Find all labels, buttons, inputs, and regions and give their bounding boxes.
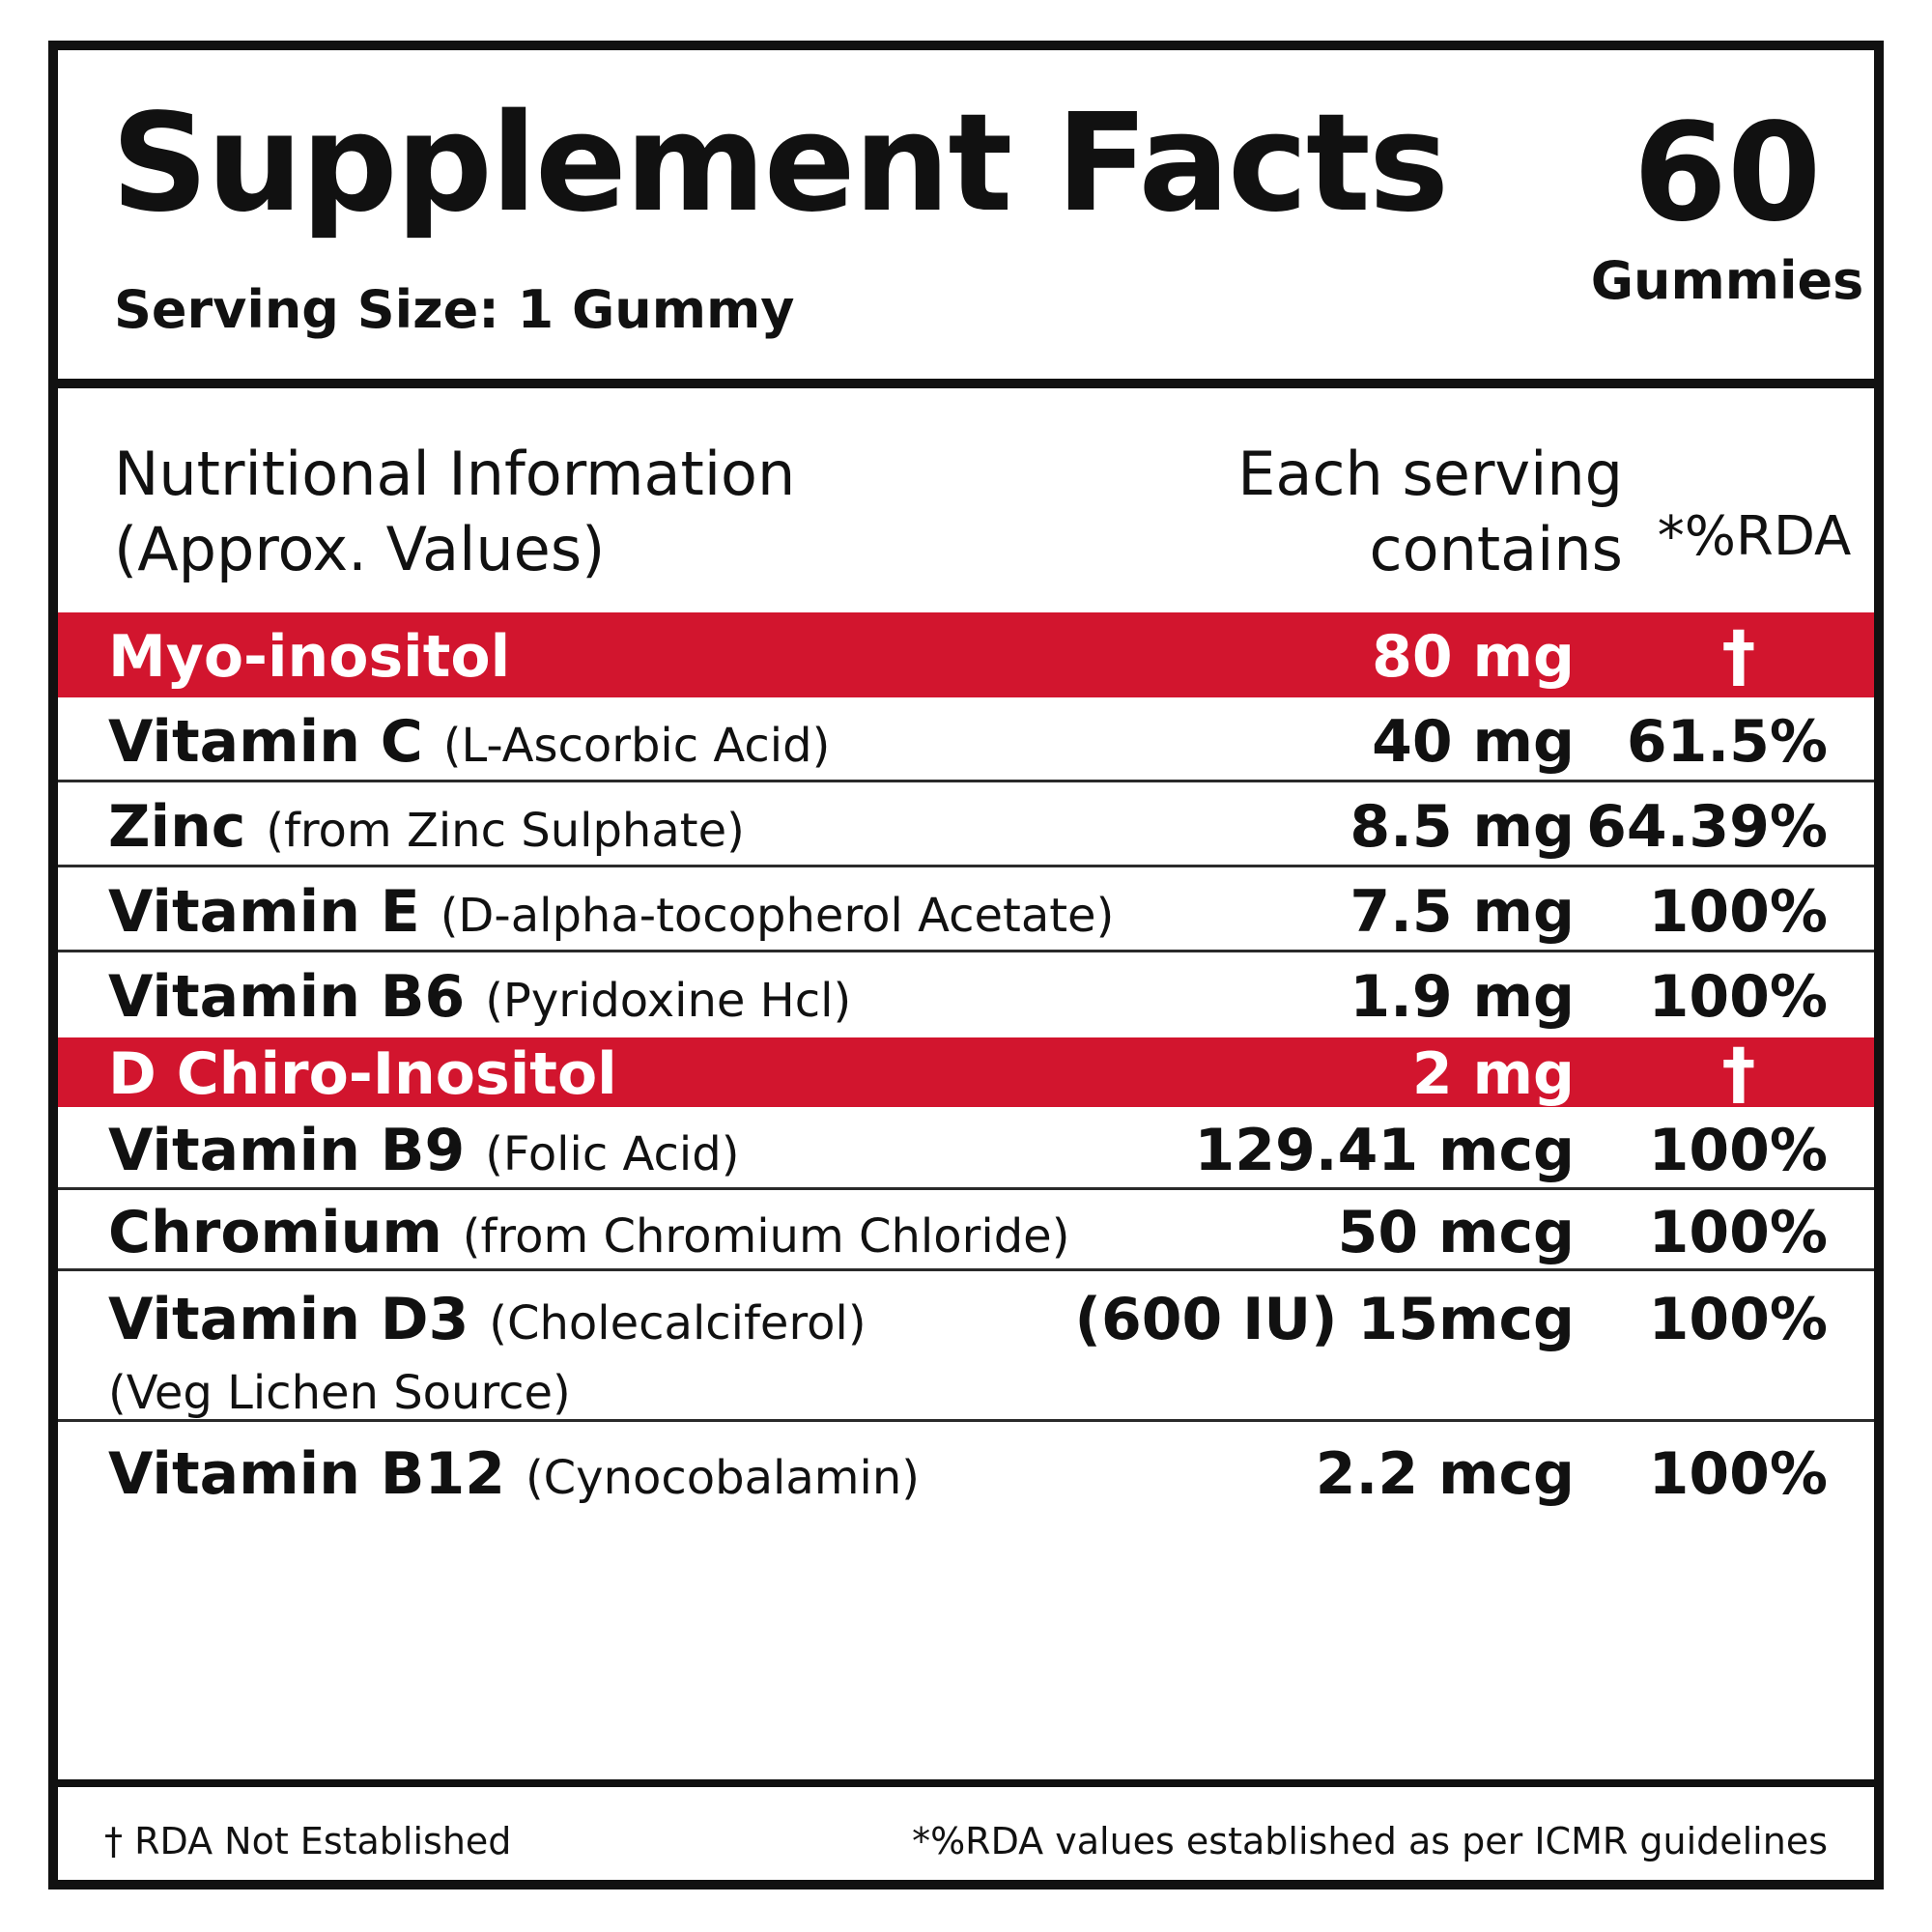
footnote-icmr: *%RDA values established as per ICMR gui…: [912, 1820, 1828, 1862]
supplement-facts-panel: Supplement Facts Serving Size: 1 Gummy 6…: [48, 41, 1884, 1889]
table-row: Vitamin E (D-alpha-tocopherol Acetate) 7.…: [58, 867, 1874, 952]
nutrient-name: Vitamin B9 (Folic Acid): [108, 1122, 739, 1179]
nutrient-source: (Cholecalciferol): [489, 1296, 867, 1350]
row-divider: [58, 1268, 1874, 1271]
nutrient-name: Vitamin E (D-alpha-tocopherol Acetate): [108, 883, 1114, 941]
column-header-rda: *%RDA: [1657, 505, 1852, 568]
nutrient-rda: 100%: [1648, 963, 1828, 1031]
nutrient-label: Chromium: [108, 1199, 442, 1266]
column-header-nutritional: Nutritional Information (Approx. Values): [114, 437, 795, 587]
nutrient-name: Zinc (from Zinc Sulphate): [108, 798, 745, 856]
column-header-each-line2: contains: [1369, 514, 1623, 584]
nutrient-name: Chromium (from Chromium Chloride): [108, 1204, 1069, 1262]
nutrient-name: Myo-inositol: [108, 628, 510, 686]
nutrient-label: Vitamin C: [108, 708, 423, 776]
nutrient-amount: 2 mg: [1411, 1040, 1575, 1108]
nutrient-label: D Chiro-Inositol: [108, 1040, 617, 1108]
column-header-nutritional-line1: Nutritional Information: [114, 439, 796, 509]
nutrient-label: Vitamin E: [108, 878, 420, 946]
nutrient-source: (Cynocobalamin): [525, 1451, 921, 1505]
nutrient-rda: 100%: [1648, 1199, 1828, 1266]
table-row: Vitamin B9 (Folic Acid) 129.41 mcg 100%: [58, 1107, 1874, 1190]
nutrient-amount: 129.41 mcg: [1194, 1117, 1575, 1184]
nutrient-amount: 1.9 mg: [1350, 963, 1575, 1031]
nutrient-label: Vitamin B9: [108, 1117, 466, 1184]
nutrient-rda: 61.5%: [1626, 708, 1828, 776]
nutrient-source: (Pyridoxine Hcl): [485, 974, 852, 1028]
nutrient-name: Vitamin D3 (Cholecalciferol): [108, 1291, 867, 1349]
table-row: Vitamin B6 (Pyridoxine Hcl) 1.9 mg 100%: [58, 952, 1874, 1037]
table-row: D Chiro-Inositol 2 mg †: [58, 1037, 1874, 1107]
nutrient-amount: 7.5 mg: [1350, 878, 1575, 946]
panel-title: Supplement Facts: [111, 85, 1449, 242]
nutrient-label: Vitamin D3: [108, 1286, 469, 1353]
nutrient-rda: 100%: [1648, 1440, 1828, 1508]
nutrient-label: Vitamin B6: [108, 963, 466, 1031]
table-row: Vitamin C (L-Ascorbic Acid) 40 mg 61.5%: [58, 697, 1874, 782]
nutrient-amount: 50 mcg: [1337, 1199, 1575, 1266]
nutrient-source-line2: (Veg Lichen Source): [108, 1366, 571, 1420]
gummy-count: 60: [1633, 95, 1822, 252]
dagger-icon: †: [1721, 1034, 1756, 1113]
table-row: Zinc (from Zinc Sulphate) 8.5 mg 64.39%: [58, 782, 1874, 867]
column-header-each-serving: Each serving contains: [1082, 437, 1623, 587]
nutrient-name: Vitamin C (L-Ascorbic Acid): [108, 713, 830, 771]
nutrient-label: Vitamin B12: [108, 1440, 506, 1508]
nutrient-source: (from Chromium Chloride): [462, 1209, 1070, 1264]
nutrient-name: D Chiro-Inositol: [108, 1045, 617, 1103]
nutrient-label: Myo-inositol: [108, 623, 511, 691]
nutrient-name: Vitamin B12 (Cynocobalamin): [108, 1445, 920, 1503]
nutrient-source: (L-Ascorbic Acid): [442, 719, 831, 773]
row-divider: [58, 865, 1874, 867]
nutrient-amount: 80 mg: [1372, 623, 1575, 691]
column-header-nutritional-line2: (Approx. Values): [114, 514, 606, 584]
footnote-rda-not-established: † RDA Not Established: [104, 1820, 512, 1862]
column-header-each-line1: Each serving: [1237, 439, 1623, 509]
nutrient-rda: 100%: [1648, 1286, 1828, 1353]
table-row: Vitamin D3 (Cholecalciferol) (Veg Lichen …: [58, 1271, 1874, 1422]
nutrient-rda: 100%: [1648, 1117, 1828, 1184]
row-divider: [58, 950, 1874, 952]
row-divider: [58, 780, 1874, 782]
row-divider: [58, 1419, 1874, 1422]
nutrient-source: (from Zinc Sulphate): [266, 804, 745, 858]
nutrient-source: (Folic Acid): [485, 1127, 740, 1181]
nutrient-name: Vitamin B6 (Pyridoxine Hcl): [108, 968, 851, 1026]
nutrient-rda: 64.39%: [1586, 793, 1828, 861]
dagger-icon: †: [1721, 616, 1756, 696]
nutrient-amount: (600 IU) 15mcg: [1074, 1286, 1575, 1353]
table-row: Chromium (from Chromium Chloride) 50 mcg 1…: [58, 1190, 1874, 1271]
footer-divider: [58, 1779, 1874, 1787]
table-row: Vitamin B12 (Cynocobalamin) 2.2 mcg 100%: [58, 1422, 1874, 1522]
row-divider: [58, 1187, 1874, 1190]
serving-size: Serving Size: 1 Gummy: [114, 279, 795, 340]
gummy-count-unit: Gummies: [1590, 250, 1864, 311]
header-divider: [58, 379, 1874, 388]
nutrient-amount: 2.2 mcg: [1315, 1440, 1575, 1508]
table-row: Myo-inositol 80 mg †: [58, 612, 1874, 697]
nutrient-amount: 8.5 mg: [1350, 793, 1575, 861]
nutrient-label: Zinc: [108, 793, 246, 861]
nutrient-source: (D-alpha-tocopherol Acetate): [440, 889, 1115, 943]
nutrient-rda: 100%: [1648, 878, 1828, 946]
nutrient-amount: 40 mg: [1372, 708, 1575, 776]
